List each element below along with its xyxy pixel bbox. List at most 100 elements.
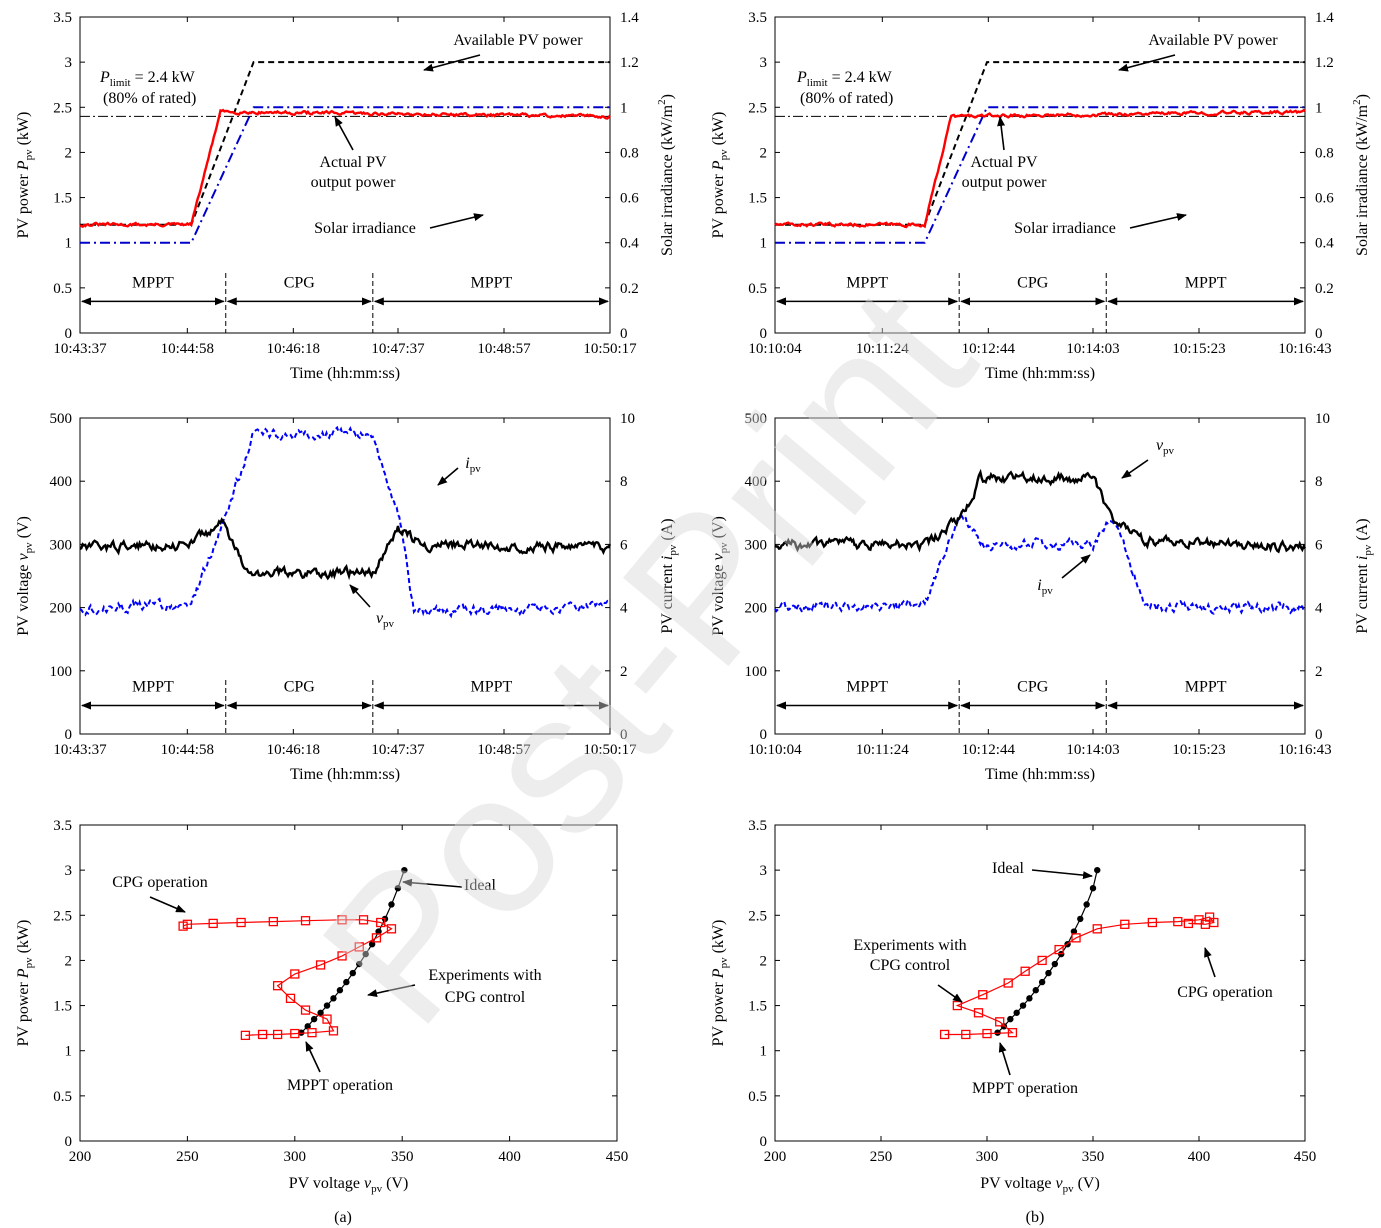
annotation-arrow xyxy=(367,984,416,998)
annotation-v-pv: vpv xyxy=(376,610,395,630)
y-axis-label-part-1: v xyxy=(710,553,727,561)
x-axis-label-part-0: PV voltage xyxy=(289,1175,364,1192)
y2-axis-label-part-0: PV current xyxy=(659,560,676,633)
y2-tick-label: 0.6 xyxy=(1315,191,1334,207)
experiment-point xyxy=(995,1017,1005,1027)
x-tick-label: 400 xyxy=(1188,1149,1211,1165)
y-axis-label: PV power Ppv (kW) xyxy=(710,112,730,239)
y-axis-label-part-0: PV power xyxy=(710,978,727,1046)
y-axis-label-part-0: PV power xyxy=(15,978,32,1046)
series-line-solar-irradiance xyxy=(80,106,610,244)
experiment-point xyxy=(386,924,397,934)
phase-label: MPPT xyxy=(846,274,888,291)
ideal-point xyxy=(1026,995,1033,1002)
y-axis-label-part-2: pv xyxy=(23,542,35,554)
y-axis-label: PV power Ppv (kW) xyxy=(710,920,730,1047)
x-tick-label: 450 xyxy=(1294,1149,1317,1165)
y-axis-label-part-0: PV power xyxy=(15,170,32,238)
y-tick-label: 0 xyxy=(65,326,73,342)
y-axis-label-part-2: pv xyxy=(718,957,730,969)
experiment-point xyxy=(1020,966,1030,976)
annotation-cpg-operation: CPG operation xyxy=(1177,984,1273,1001)
annotation-arrow xyxy=(1031,869,1093,880)
ideal-point xyxy=(375,928,382,935)
annotation-experiments-2: CPG control xyxy=(870,957,951,974)
phase-label: CPG xyxy=(284,679,316,696)
y2-tick-label: 1 xyxy=(1315,100,1323,116)
x-axis-label: Time (hh:mm:ss) xyxy=(290,766,400,783)
experiment-point xyxy=(328,1026,339,1036)
ideal-point xyxy=(1089,885,1097,892)
y2-tick-label: 0.8 xyxy=(620,145,639,161)
y2-tick-label: 0 xyxy=(620,727,628,743)
ideal-point xyxy=(310,1015,318,1023)
y-tick-label: 3 xyxy=(760,863,768,879)
y-axis-label-part-3: (kW) xyxy=(710,112,727,150)
experiment-point xyxy=(285,993,296,1003)
experiment-point xyxy=(290,1028,300,1039)
experiment-point xyxy=(315,960,326,970)
y-tick-label: 3 xyxy=(65,863,73,879)
experiment-point xyxy=(300,1005,311,1015)
x-tick-label: 400 xyxy=(498,1149,521,1165)
x-tick-label: 10:50:17 xyxy=(583,341,637,357)
experiment-point xyxy=(268,916,278,927)
annotation-p-limit-part-0: P xyxy=(796,69,807,86)
caption-b: (b) xyxy=(1026,1209,1045,1226)
y-axis-label-part-3: (kW) xyxy=(710,920,727,958)
annotation-arrow xyxy=(937,984,963,1003)
x-tick-label: 10:48:57 xyxy=(477,341,531,357)
y-tick-label: 100 xyxy=(50,664,73,680)
annotation-arrow xyxy=(1204,947,1216,978)
phase-label: MPPT xyxy=(471,679,513,696)
y-tick-label: 2 xyxy=(65,145,73,161)
x-axis-label: PV voltage vpv (V) xyxy=(980,1175,1100,1195)
y-tick-label: 1.5 xyxy=(53,999,72,1015)
annotation-p-limit-part-1: limit xyxy=(110,77,131,89)
x-axis-label-part-2: pv xyxy=(371,1183,383,1195)
experiment-point xyxy=(1092,924,1102,934)
ideal-point xyxy=(1045,969,1052,977)
plot-frame xyxy=(79,824,618,1142)
ideal-point xyxy=(1083,901,1090,908)
y2-axis-label-part-3: (A) xyxy=(659,518,676,544)
y2-tick-label: 0.2 xyxy=(1315,281,1334,297)
x-tick-label: 10:15:23 xyxy=(1172,341,1225,357)
x-tick-label: 10:12:44 xyxy=(962,341,1016,357)
y-tick-label: 0 xyxy=(65,727,73,743)
series-line-v-pv xyxy=(774,468,1307,554)
plot-frame xyxy=(79,417,611,735)
phase-label: MPPT xyxy=(132,679,174,696)
ideal-point xyxy=(336,987,344,994)
y-tick-label: 3.5 xyxy=(53,818,72,834)
annotation-mppt-operation: MPPT operation xyxy=(287,1077,393,1094)
y2-axis-label-part-0: Solar irradiance (kW/m xyxy=(659,104,676,256)
plot-frame xyxy=(774,16,1306,334)
experiment-point xyxy=(1120,919,1130,929)
experiment-point xyxy=(354,942,364,952)
y-axis-label-part-1: v xyxy=(15,553,32,561)
ideal-point xyxy=(349,969,356,977)
phase-label: CPG xyxy=(1017,274,1049,291)
y-tick-label: 500 xyxy=(50,411,73,427)
x-axis-label: Time (hh:mm:ss) xyxy=(985,766,1095,783)
x-axis-label-part-3: (V) xyxy=(1074,1175,1100,1192)
annotation-ideal: Ideal xyxy=(992,860,1025,877)
y2-axis-label-part-2: ) xyxy=(659,94,676,99)
y2-axis-label-part-2: pv xyxy=(1362,544,1374,556)
y2-axis-label: Solar irradiance (kW/m2) xyxy=(1351,94,1371,256)
y-tick-label: 3.5 xyxy=(748,10,767,26)
y2-tick-label: 4 xyxy=(1315,601,1323,617)
experiment-point xyxy=(208,918,218,929)
annotation-arrow xyxy=(402,878,463,888)
y-axis-label-part-1: P xyxy=(710,968,727,979)
y-tick-label: 3.5 xyxy=(53,10,72,26)
y2-tick-label: 1.2 xyxy=(620,55,639,71)
experiment-point xyxy=(1071,933,1081,943)
x-tick-label: 10:48:57 xyxy=(477,742,531,758)
y2-tick-label: 1.4 xyxy=(1315,10,1334,26)
y-axis-label-part-1: P xyxy=(15,968,32,979)
annotation-v-pv-part-1: pv xyxy=(1163,445,1175,457)
ideal-point xyxy=(1077,915,1084,923)
y-tick-label: 1 xyxy=(65,236,73,252)
